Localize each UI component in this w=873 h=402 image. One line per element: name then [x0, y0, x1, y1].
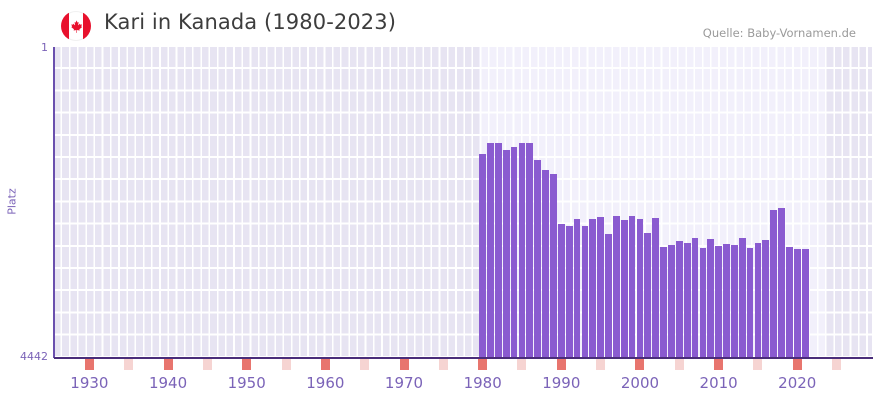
x-tick-marker-minor-1975: [438, 359, 448, 370]
x-tick-label-1960: 1960: [306, 374, 345, 392]
page-title: Kari in Kanada (1980-2023): [104, 10, 397, 34]
x-tick-marker-minor-1955: [281, 359, 291, 370]
bar-2021[interactable]: [801, 248, 809, 358]
x-tick-marker-minor-2005: [674, 359, 684, 370]
x-tick-marker-minor-1935: [124, 359, 134, 370]
bar-2016[interactable]: [762, 240, 770, 358]
bar-2017[interactable]: [770, 210, 778, 358]
bar-2003[interactable]: [660, 246, 667, 358]
x-tick-label-1980: 1980: [463, 374, 502, 392]
bar-1998[interactable]: [620, 219, 628, 358]
bar-1991[interactable]: [565, 226, 573, 358]
bar-2012[interactable]: [730, 244, 738, 358]
x-tick-label-1930: 1930: [70, 374, 109, 392]
x-tick-marker-2000: [635, 359, 645, 370]
bar-2014[interactable]: [746, 247, 754, 358]
bar-1986[interactable]: [526, 143, 534, 358]
x-tick-label-1940: 1940: [148, 374, 188, 392]
bar-2010[interactable]: [715, 245, 722, 358]
x-tick-marker-minor-1995: [596, 359, 606, 370]
x-tick-label-2000: 2000: [620, 374, 660, 392]
bar-2013[interactable]: [738, 237, 746, 358]
bar-1989[interactable]: [550, 173, 557, 358]
bar-1984[interactable]: [510, 146, 518, 358]
x-tick-marker-minor-1945: [202, 359, 212, 370]
bar-1993[interactable]: [581, 226, 589, 358]
x-tick-marker-minor-2015: [753, 359, 763, 370]
bar-1992[interactable]: [573, 218, 581, 358]
source-attribution: Quelle: Baby-Vornamen.de: [702, 26, 856, 40]
bar-2001[interactable]: [644, 233, 652, 358]
bar-1987[interactable]: [534, 160, 542, 358]
bar-1982[interactable]: [495, 143, 502, 358]
bar-1997[interactable]: [612, 216, 620, 358]
bar-2018[interactable]: [778, 208, 785, 358]
bar-1990[interactable]: [557, 223, 565, 358]
bar-1981[interactable]: [487, 143, 494, 358]
x-tick-label-2020: 2020: [778, 374, 817, 392]
x-tick-label-1970: 1970: [384, 374, 424, 392]
x-axis-line: [54, 357, 873, 359]
bar-1983[interactable]: [502, 149, 510, 358]
bar-2008[interactable]: [699, 247, 707, 358]
maple-leaf-icon: [61, 11, 91, 41]
x-tick-marker-1960: [320, 359, 330, 370]
y-axis-max-label: 1: [41, 41, 48, 54]
flag-band-left: [61, 11, 69, 41]
x-tick-marker-1970: [399, 359, 409, 370]
y-axis-line: [53, 47, 55, 358]
bar-1985[interactable]: [518, 143, 526, 358]
bar-1999[interactable]: [628, 216, 636, 358]
x-tick-marker-1940: [163, 359, 173, 370]
x-tick-label-1990: 1990: [542, 374, 581, 392]
x-tick-marker-minor-1985: [517, 359, 527, 370]
bar-1994[interactable]: [589, 219, 597, 358]
bar-2011[interactable]: [723, 244, 730, 358]
x-tick-marker-1990: [556, 359, 566, 370]
bar-2002[interactable]: [652, 218, 660, 358]
bar-2009[interactable]: [707, 238, 715, 358]
bar-2005[interactable]: [675, 240, 683, 358]
x-tick-marker-2010: [714, 359, 724, 370]
bar-2007[interactable]: [691, 237, 699, 358]
bar-1996[interactable]: [605, 234, 612, 358]
bar-2015[interactable]: [754, 243, 762, 358]
bar-1988[interactable]: [542, 170, 549, 358]
bars-layer: [54, 47, 872, 358]
bar-2020[interactable]: [793, 248, 801, 358]
x-tick-marker-minor-1965: [360, 359, 370, 370]
bar-2006[interactable]: [683, 243, 691, 358]
y-axis-title: Platz: [5, 188, 19, 215]
x-tick-marker-2020: [792, 359, 802, 370]
y-axis-min-label: 4442: [20, 350, 48, 363]
plot-area: [54, 47, 872, 358]
x-tick-marker-1930: [84, 359, 94, 370]
x-tick-marker-1980: [478, 359, 488, 370]
flag-band-right: [83, 11, 91, 41]
bar-2000[interactable]: [636, 218, 644, 358]
x-tick-label-2010: 2010: [699, 374, 738, 392]
canada-flag-icon: [61, 11, 91, 41]
x-tick-marker-minor-2025: [832, 359, 842, 370]
bar-2019[interactable]: [786, 246, 793, 358]
bar-1995[interactable]: [597, 217, 604, 358]
x-tick-label-1950: 1950: [227, 374, 266, 392]
chart-header: Kari in Kanada (1980-2023) Quelle: Baby-…: [0, 0, 873, 44]
x-tick-marker-1950: [242, 359, 252, 370]
bar-1980[interactable]: [479, 153, 487, 358]
bar-2004[interactable]: [668, 244, 675, 358]
